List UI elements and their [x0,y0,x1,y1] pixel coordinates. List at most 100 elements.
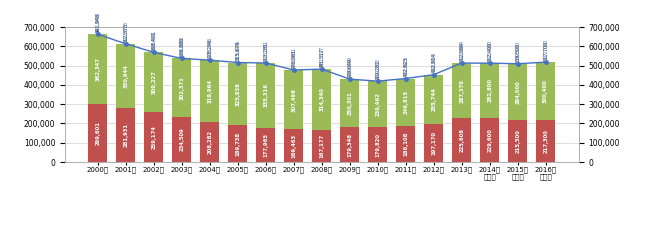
Text: 452,914: 452,914 [431,52,436,72]
Text: 229,600: 229,600 [487,128,492,152]
Text: 432,923: 432,923 [403,56,408,76]
Text: 509,500: 509,500 [515,41,520,61]
Bar [340,79,359,127]
Bar [424,124,443,162]
Text: 186,108: 186,108 [403,132,408,156]
建設投資　総計（億円） [346,78,354,81]
Text: 319,964: 319,964 [207,79,213,103]
建設投資　総計（億円） [122,43,130,45]
Text: 362,347: 362,347 [96,57,100,81]
Text: 208,282: 208,282 [207,130,213,154]
Text: 325,938: 325,938 [235,82,240,106]
Text: 512,984: 512,984 [459,40,464,60]
Text: 282,800: 282,800 [487,79,492,102]
Bar [396,79,415,126]
Text: 512,400: 512,400 [487,42,492,62]
Bar [536,62,555,120]
Text: 476,961: 476,961 [291,49,296,69]
Line: 建設投資　総計（億円）: 建設投資 総計（億円） [96,33,547,83]
Bar [312,69,332,130]
Text: 246,815: 246,815 [403,90,408,114]
Bar [452,119,471,162]
建設投資　総計（億円） [150,51,158,54]
Text: 179,820: 179,820 [375,133,380,157]
Bar [116,44,135,108]
Text: 287,376: 287,376 [459,79,464,103]
Bar [256,128,276,162]
Bar [200,122,219,162]
Bar [228,125,247,162]
Text: 429,649: 429,649 [347,58,352,78]
Text: 419,282: 419,282 [375,58,380,79]
Bar [172,117,191,162]
Text: 239,462: 239,462 [375,92,380,116]
Text: 661,948: 661,948 [96,13,100,33]
Bar [284,129,304,162]
Bar [284,70,304,129]
Bar [228,63,247,125]
Bar [172,58,191,117]
Text: 452,914: 452,914 [431,53,436,74]
Text: 234,509: 234,509 [179,128,185,151]
Text: 513,281: 513,281 [263,42,268,62]
Text: 536,880: 536,880 [179,37,185,57]
Text: 335,316: 335,316 [263,83,268,107]
Text: 197,170: 197,170 [431,131,436,155]
Text: 476,961: 476,961 [291,47,296,67]
Bar [508,64,527,120]
Text: 177,965: 177,965 [263,133,268,157]
建設投資　総計（億円） [234,61,242,64]
Text: 512,400: 512,400 [487,40,492,61]
建設投資　総計（億円） [262,62,270,64]
Text: 568,401: 568,401 [151,29,157,50]
Bar [480,63,499,118]
Text: 302,371: 302,371 [179,76,185,99]
Bar [368,127,387,162]
Bar [508,120,527,162]
Bar [144,112,163,162]
Text: 259,174: 259,174 [151,125,157,149]
建設投資　総計（億円） [402,77,410,80]
Bar [200,60,219,122]
Bar [340,127,359,162]
Text: 189,738: 189,738 [235,132,240,156]
Text: 536,880: 536,880 [179,36,185,56]
Text: 225,608: 225,608 [459,128,464,152]
Text: 307,498: 307,498 [291,88,296,112]
Text: 612,875: 612,875 [124,22,128,43]
Text: 299,601: 299,601 [96,121,100,145]
Text: 419,282: 419,282 [375,60,380,80]
Bar [256,63,276,128]
Bar [368,81,387,127]
建設投資　総計（億円） [486,62,493,65]
Text: 517,700: 517,700 [543,39,548,59]
Bar [116,108,135,162]
Text: 513,281: 513,281 [263,40,268,60]
Text: 509,500: 509,500 [515,43,520,63]
Text: 217,300: 217,300 [543,129,548,153]
Text: 517,700: 517,700 [543,41,548,61]
Text: 512,984: 512,984 [459,42,464,62]
Text: 481,517: 481,517 [319,46,324,66]
建設投資　総計（億円） [206,59,214,61]
Bar [88,104,107,162]
建設投資　総計（億円） [290,69,298,71]
建設投資　総計（億円） [458,62,465,64]
Text: 481,517: 481,517 [319,48,324,68]
Text: 309,227: 309,227 [151,70,157,94]
Bar [452,63,471,119]
Text: 300,400: 300,400 [543,79,548,103]
Text: 661,948: 661,948 [96,11,100,32]
建設投資　総計（億円） [430,73,437,76]
Text: 314,340: 314,340 [319,88,324,111]
Bar [424,75,443,124]
Bar [312,130,332,162]
Text: 294,000: 294,000 [515,80,520,104]
建設投資　総計（億円） [374,80,382,83]
Bar [536,120,555,162]
Text: 432,923: 432,923 [403,57,408,77]
Bar [88,34,107,104]
Text: 167,177: 167,177 [319,134,324,158]
Text: 169,463: 169,463 [291,134,296,158]
Text: 250,301: 250,301 [347,91,352,115]
